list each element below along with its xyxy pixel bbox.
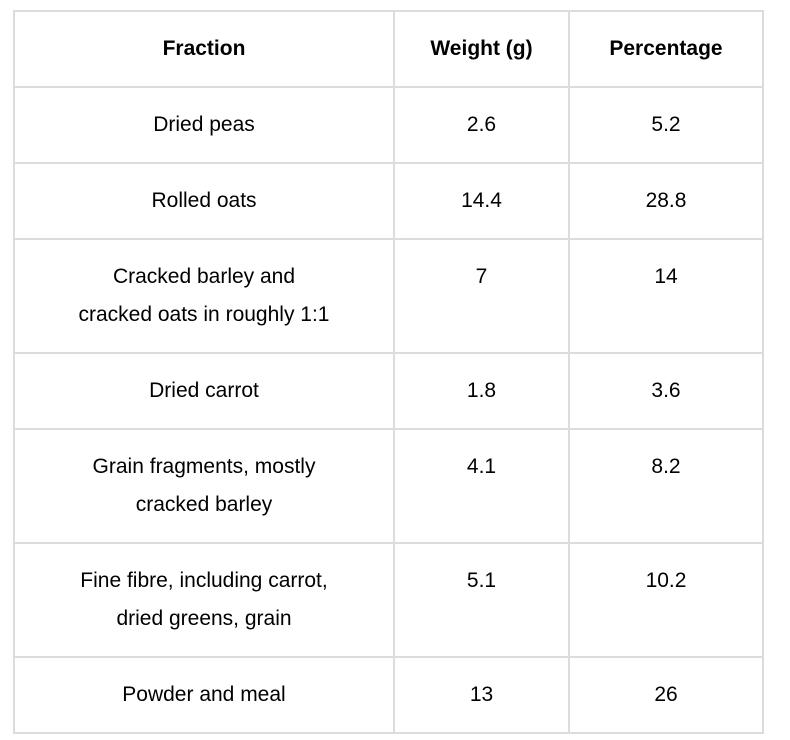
cell-percentage: 3.6 [568,352,764,430]
cell-weight: 14.4 [393,162,570,240]
table-row: Dried peas 2.6 5.2 [13,86,764,164]
data-table: Fraction Weight (g) Percentage Dried pea… [13,10,764,734]
column-header-percentage: Percentage [568,10,764,88]
cell-percentage: 28.8 [568,162,764,240]
cell-weight: 4.1 [393,428,570,544]
cell-percentage: 5.2 [568,86,764,164]
cell-fraction: Dried carrot [13,352,395,430]
column-header-weight: Weight (g) [393,10,570,88]
cell-fraction: Grain fragments, mostly cracked barley [13,428,395,544]
column-header-fraction: Fraction [13,10,395,88]
table-row: Rolled oats 14.4 28.8 [13,162,764,240]
cell-percentage: 14 [568,238,764,354]
cell-percentage: 10.2 [568,542,764,658]
cell-fraction: Rolled oats [13,162,395,240]
cell-fraction: Powder and meal [13,656,395,734]
cell-weight: 13 [393,656,570,734]
table-row: Cracked barley and cracked oats in rough… [13,238,764,354]
table-row: Fine fibre, including carrot, dried gree… [13,542,764,658]
cell-percentage: 26 [568,656,764,734]
cell-fraction: Dried peas [13,86,395,164]
cell-weight: 1.8 [393,352,570,430]
table-container: Fraction Weight (g) Percentage Dried pea… [13,10,764,734]
header-row: Fraction Weight (g) Percentage [13,10,764,88]
table-row: Powder and meal 13 26 [13,656,764,734]
table-row: Grain fragments, mostly cracked barley 4… [13,428,764,544]
cell-weight: 2.6 [393,86,570,164]
table-row: Dried carrot 1.8 3.6 [13,352,764,430]
cell-weight: 7 [393,238,570,354]
cell-fraction: Cracked barley and cracked oats in rough… [13,238,395,354]
cell-percentage: 8.2 [568,428,764,544]
cell-weight: 5.1 [393,542,570,658]
cell-fraction: Fine fibre, including carrot, dried gree… [13,542,395,658]
